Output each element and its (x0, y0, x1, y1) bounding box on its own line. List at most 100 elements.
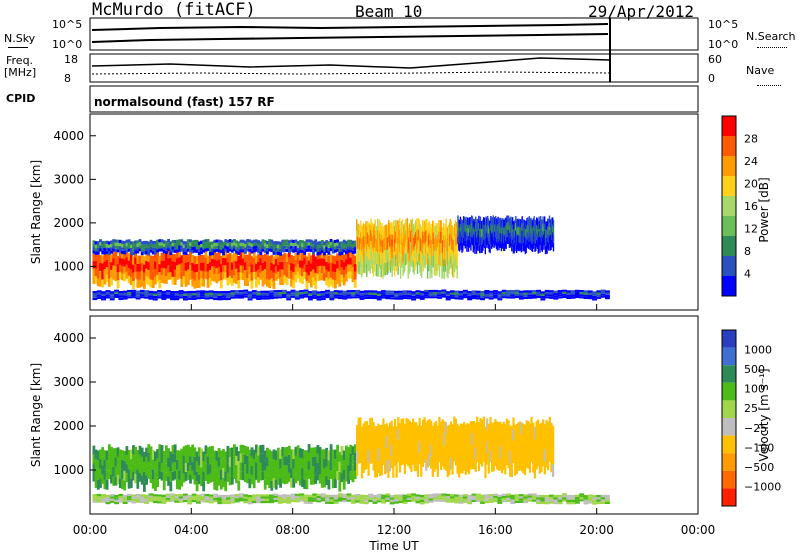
heatmap-cell (285, 261, 289, 270)
heatmap-cell (381, 294, 386, 297)
heatmap-cell (281, 239, 285, 243)
heatmap-cell (151, 247, 155, 252)
heatmap-cell (517, 422, 520, 435)
heatmap-cell (493, 218, 495, 226)
heatmap-cell (409, 235, 411, 248)
heatmap-cell (453, 450, 456, 462)
heatmap-cell (452, 251, 454, 265)
heatmap-cell (269, 294, 274, 297)
heatmap-cell (501, 289, 507, 292)
heatmap-cell (491, 422, 494, 435)
heatmap-cell (409, 247, 411, 260)
heatmap-cell (230, 496, 236, 499)
heatmap-cell (449, 252, 452, 264)
heatmap-cell (204, 248, 208, 252)
heatmap-cell (312, 466, 315, 476)
heatmap-cell (406, 290, 412, 293)
heatmap-cell (428, 494, 434, 497)
heatmap-cell (466, 236, 468, 244)
heatmap-cell (121, 247, 124, 251)
heatmap-cell (511, 235, 513, 244)
heatmap-cell (480, 229, 482, 237)
heatmap-cell (351, 259, 355, 268)
heatmap-cell (402, 429, 405, 442)
heatmap-cell (215, 260, 219, 269)
heatmap-cell (261, 270, 265, 279)
heatmap-cell (323, 273, 326, 281)
heatmap-cell (363, 224, 365, 237)
heatmap-cell (528, 216, 531, 224)
heatmap-cell (193, 264, 197, 273)
heatmap-cell (325, 494, 330, 497)
heatmap-cell (410, 230, 412, 243)
heatmap-cell (148, 493, 154, 496)
heatmap-cell (536, 501, 541, 505)
heatmap-cell (462, 289, 468, 292)
heatmap-cell (481, 244, 483, 253)
heatmap-cell (528, 435, 532, 448)
heatmap-cell (272, 449, 276, 459)
heatmap-cell (127, 296, 132, 299)
heatmap-cell (285, 239, 289, 243)
heatmap-cell (184, 270, 188, 279)
heatmap-cell (398, 447, 401, 461)
heatmap-cell (273, 292, 279, 295)
heatmap-cell (174, 297, 180, 301)
heatmap-cell (228, 239, 232, 243)
heatmap-cell (292, 243, 296, 247)
heatmap-cell (257, 243, 260, 247)
heatmap-cell (224, 242, 228, 246)
heatmap-cell (132, 251, 135, 256)
heatmap-cell (237, 244, 241, 249)
heatmap-cell (497, 295, 503, 299)
heatmap-cell (514, 425, 517, 438)
heatmap-cell (290, 449, 293, 459)
heatmap-cell (261, 471, 265, 481)
heatmap-cell (439, 220, 441, 232)
heatmap-cell (543, 424, 546, 437)
heatmap-cell (186, 471, 190, 480)
heatmap-cell (248, 259, 252, 267)
heatmap-cell (191, 497, 197, 500)
heatmap-cell (391, 264, 393, 278)
heatmap-cell (462, 243, 464, 252)
heatmap-cell (138, 472, 142, 482)
heatmap-cell (497, 458, 500, 471)
heatmap-cell (562, 289, 567, 292)
heatmap-cell (208, 245, 212, 249)
heatmap-cell (325, 497, 330, 500)
heatmap-cell (536, 224, 538, 233)
heatmap-cell (269, 494, 274, 497)
heatmap-cell (287, 257, 291, 265)
heatmap-cell (143, 251, 146, 255)
heatmap-cell (456, 436, 459, 449)
heatmap-cell (471, 238, 474, 246)
heatmap-cell (415, 243, 417, 255)
heatmap-cell (527, 224, 529, 233)
heatmap-cell (132, 264, 135, 273)
heatmap-cell (244, 262, 247, 271)
heatmap-cell (318, 241, 322, 245)
heatmap-cell (548, 242, 550, 251)
heatmap-cell (371, 257, 373, 270)
heatmap-cell (507, 236, 510, 244)
heatmap-cell (492, 447, 495, 460)
heatmap-cell (173, 249, 177, 253)
heatmap-cell (538, 461, 541, 474)
heatmap-cell (195, 501, 201, 504)
heatmap-cell (534, 228, 536, 237)
heatmap-cell (528, 423, 532, 436)
heatmap-cell (530, 232, 532, 241)
heatmap-cell (403, 436, 406, 449)
heatmap-cell (496, 421, 499, 434)
heatmap-cell (365, 433, 369, 445)
heatmap-cell (570, 499, 576, 502)
heatmap-cell (596, 292, 602, 295)
heatmap-cell (303, 251, 307, 255)
heatmap-cell (246, 242, 249, 246)
heatmap-cell (226, 445, 230, 455)
heatmap-cell (329, 245, 333, 249)
heatmap-cell (230, 296, 236, 299)
heatmap-cell (355, 494, 361, 497)
heatmap-cell (202, 461, 206, 472)
